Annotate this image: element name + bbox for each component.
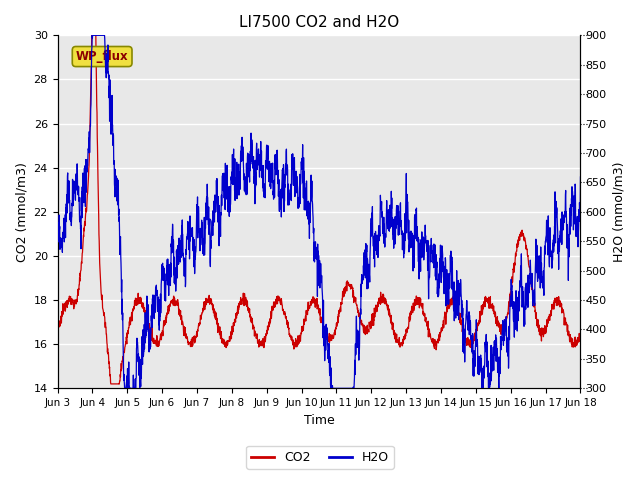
Text: WP_flux: WP_flux xyxy=(76,50,129,63)
Title: LI7500 CO2 and H2O: LI7500 CO2 and H2O xyxy=(239,15,399,30)
X-axis label: Time: Time xyxy=(303,414,334,427)
Y-axis label: H2O (mmol/m3): H2O (mmol/m3) xyxy=(612,162,625,262)
Y-axis label: CO2 (mmol/m3): CO2 (mmol/m3) xyxy=(15,162,28,262)
Legend: CO2, H2O: CO2, H2O xyxy=(246,446,394,469)
